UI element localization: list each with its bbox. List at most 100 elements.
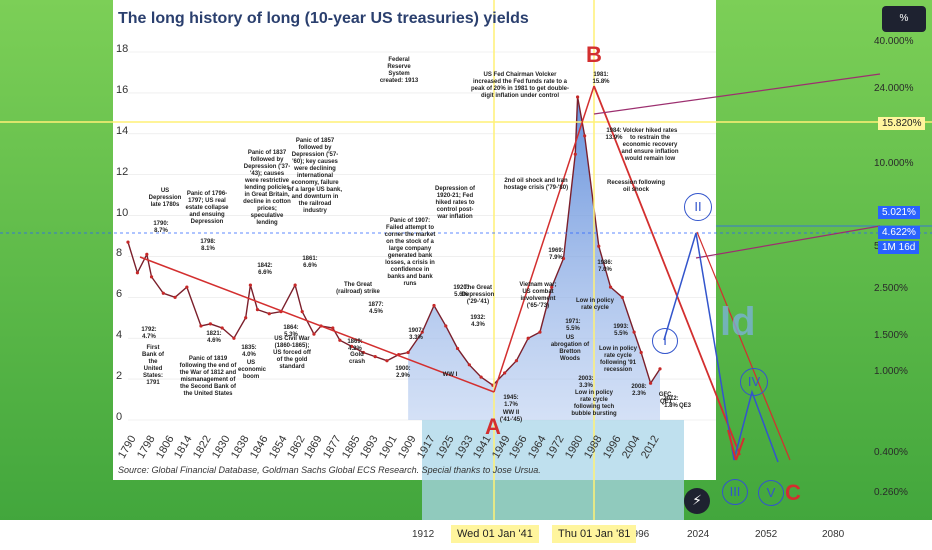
plot-area — [0, 0, 932, 520]
annotation: The Great Depression ('29-'41) — [461, 285, 495, 305]
data-point — [220, 326, 224, 330]
annotation: First Bank of the United States: 1791 — [141, 345, 164, 386]
time-label: 1996 — [627, 529, 650, 540]
data-point — [550, 285, 554, 289]
data-point — [608, 285, 613, 289]
data-point — [267, 312, 271, 316]
interval-tag: 1M 16d — [878, 241, 920, 254]
annotation: 2012: 1.8% — [663, 396, 679, 409]
data-point — [479, 375, 483, 379]
y-tick-label: 14 — [116, 124, 129, 137]
annotation: 1969: 7.9% — [548, 248, 564, 261]
annotation: 1821: 4.6% — [206, 331, 222, 344]
current-price-tag: 15.820% — [878, 117, 926, 130]
annotation: US Depression late 1780s — [148, 188, 182, 208]
annotation: Depression of 1920-21; Fed hiked rates t… — [434, 186, 475, 220]
annotation: 2003: 3.3% — [578, 376, 594, 389]
annotation: Federal Reserve System created: 1913 — [379, 57, 419, 84]
wave-bc-line — [593, 85, 741, 456]
data-point — [331, 326, 335, 330]
elliott-wave-path — [663, 232, 779, 463]
data-point — [149, 275, 154, 279]
y-tick-label: 10 — [116, 206, 129, 219]
data-point — [455, 346, 460, 351]
data-point — [199, 324, 203, 328]
data-point — [385, 359, 389, 363]
data-point — [255, 308, 260, 312]
annotation: 1981: 15.8% — [592, 72, 610, 85]
arrow-down — [727, 429, 737, 461]
y-tick-label: 18 — [116, 43, 129, 55]
annotation: Gold crash — [348, 352, 365, 365]
data-point — [161, 291, 165, 295]
annotation: WW I — [442, 372, 458, 378]
y-tick-label: 8 — [116, 247, 123, 260]
data-point — [573, 152, 577, 156]
data-point — [620, 295, 624, 299]
data-point — [135, 271, 140, 275]
data-point — [597, 244, 601, 248]
percent-button[interactable]: % — [882, 6, 926, 32]
annotation: 1993: 5.5% — [613, 324, 629, 337]
annotation: US economic boom — [238, 360, 267, 380]
range-shade — [422, 420, 684, 520]
chart-title: The long history of long (10-year US tre… — [118, 10, 529, 27]
data-point — [293, 283, 297, 287]
annotation: 1900: 2.9% — [395, 366, 411, 379]
annotation: 1792: 4.7% — [141, 327, 157, 340]
annotation: 2008: 2.3% — [631, 384, 647, 397]
annotation: Panic of 1837 followed by Depression ('3… — [243, 150, 291, 226]
annotation: Volcker hiked rates to restrain the econ… — [621, 128, 679, 162]
data-point — [185, 285, 189, 289]
time-label: 2080 — [822, 529, 845, 540]
arrow-down-2 — [735, 437, 745, 461]
data-point — [208, 322, 212, 326]
annotation: QE3 — [678, 403, 691, 409]
y-tick-label: 12 — [116, 165, 129, 178]
scale-label: 1.500% — [874, 330, 908, 341]
annotation: Panic of 1907: Failed attempt to corner … — [384, 218, 436, 287]
annotation: Low in policy rate cycle — [575, 298, 614, 311]
wave-label-iii: III — [722, 479, 748, 505]
data-point — [503, 371, 507, 375]
annotation: WW II ('41-'45) — [499, 410, 523, 423]
y-tick-label: 16 — [116, 83, 129, 96]
data-point — [514, 359, 519, 363]
annotation: 1945: 1.7% — [503, 395, 519, 408]
date-box-1941: Wed 01 Jan '41 — [451, 525, 539, 543]
data-point — [361, 350, 365, 355]
data-point — [444, 324, 448, 328]
data-point — [300, 310, 304, 314]
data-point — [373, 355, 377, 359]
annotation: 1986: 7.0% — [597, 260, 613, 273]
scale-label: 24.000% — [874, 83, 914, 94]
annotation: 1877: 4.5% — [368, 302, 384, 315]
data-point — [338, 338, 342, 342]
annotation: 1971: 5.5% — [565, 319, 581, 332]
date-box-1981: Thu 01 Jan '81 — [552, 525, 637, 543]
annotation: US Fed Chairman Volcker increased the Fe… — [470, 72, 570, 99]
data-point — [526, 336, 530, 340]
data-point — [467, 363, 471, 367]
yield-area — [408, 96, 660, 420]
data-point — [583, 134, 587, 138]
watermark: ld — [720, 300, 756, 344]
data-point — [658, 367, 662, 371]
wave-a-trendline — [139, 256, 495, 393]
data-point — [576, 95, 580, 99]
y-tick-label: 2 — [116, 370, 123, 383]
annotation: Panic of 1857 followed by Depression ('5… — [288, 138, 343, 214]
annotation: Low in policy rate cycle following tech … — [571, 390, 617, 417]
data-point — [648, 381, 653, 385]
annotation: 1932: 4.3% — [470, 315, 486, 328]
data-point — [312, 332, 316, 336]
blue-price-tag-2: 4.622% — [878, 226, 920, 239]
annotation: 1798: 8.1% — [200, 239, 216, 252]
data-point — [248, 283, 253, 287]
replay-icon[interactable]: ⚡ — [684, 488, 710, 514]
data-point — [232, 336, 236, 340]
chart-source: Source: Global Financial Database, Goldm… — [118, 465, 541, 475]
wave-label-c: C — [785, 480, 801, 505]
wave-label-i: I — [652, 328, 678, 354]
